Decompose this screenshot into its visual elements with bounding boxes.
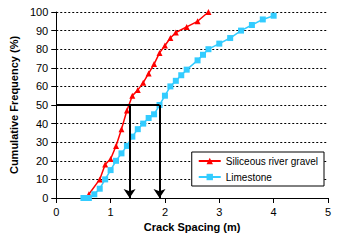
- svg-text:1: 1: [108, 206, 114, 218]
- svg-text:2: 2: [162, 206, 168, 218]
- svg-text:5: 5: [325, 206, 331, 218]
- svg-text:80: 80: [36, 43, 48, 55]
- svg-text:90: 90: [36, 25, 48, 37]
- svg-text:60: 60: [36, 80, 48, 92]
- svg-text:3: 3: [216, 206, 222, 218]
- svg-text:40: 40: [36, 118, 48, 130]
- svg-text:20: 20: [36, 155, 48, 167]
- svg-text:0: 0: [53, 206, 59, 218]
- svg-text:Limestone: Limestone: [226, 172, 273, 183]
- svg-text:100: 100: [30, 6, 48, 18]
- svg-text:Siliceous river gravel: Siliceous river gravel: [226, 156, 318, 167]
- svg-text:4: 4: [271, 206, 277, 218]
- svg-text:30: 30: [36, 136, 48, 148]
- svg-text:70: 70: [36, 62, 48, 74]
- svg-text:Crack Spacing (m): Crack Spacing (m): [144, 221, 241, 233]
- svg-text:Cumulative Frequency (%): Cumulative Frequency (%): [8, 36, 20, 174]
- svg-text:0: 0: [42, 192, 48, 204]
- svg-text:50: 50: [36, 99, 48, 111]
- svg-text:10: 10: [36, 173, 48, 185]
